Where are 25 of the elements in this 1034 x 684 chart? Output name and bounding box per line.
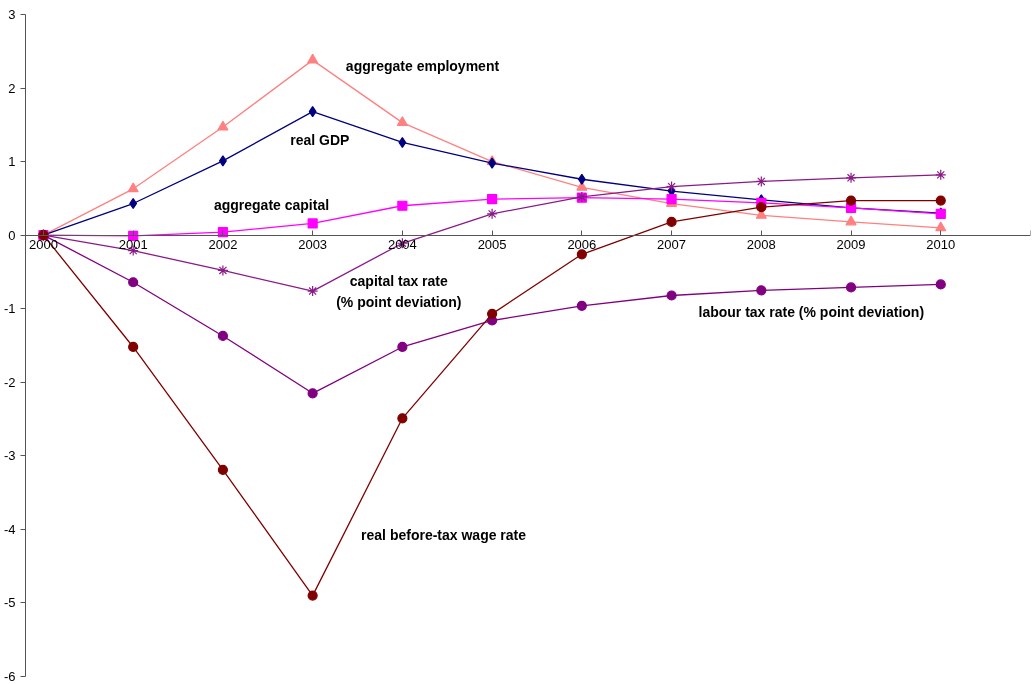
x-tick-label: 2006 xyxy=(567,237,597,253)
y-tick-label: -6 xyxy=(3,669,16,684)
y-tick-label: -2 xyxy=(3,374,16,390)
x-tick-label: 2002 xyxy=(208,237,238,253)
series-label: real before-tax wage rate xyxy=(361,526,527,543)
x-tick-label: 2010 xyxy=(926,237,956,253)
series-label: labour tax rate (% point deviation) xyxy=(698,304,925,321)
y-tick-label: -1 xyxy=(3,301,16,317)
x-tick-label: 2001 xyxy=(118,237,148,253)
y-tick-label: 0 xyxy=(8,227,16,243)
y-tick-label: 3 xyxy=(8,7,16,22)
series-label: aggregate capital xyxy=(213,197,330,214)
x-tick-label: 2007 xyxy=(657,237,687,253)
y-tick-label: -3 xyxy=(3,448,16,464)
y-tick-label: -4 xyxy=(3,521,16,537)
x-tick-label: 2008 xyxy=(746,237,776,253)
series-label: capital tax rate (% point deviation) xyxy=(336,273,462,311)
series-label: real GDP xyxy=(290,132,350,149)
x-tick-label: 2005 xyxy=(477,237,507,253)
y-tick-label: 1 xyxy=(8,154,16,170)
y-tick-label: 2 xyxy=(8,80,16,96)
series-label: aggregate employment xyxy=(345,57,500,74)
x-tick-label: 2003 xyxy=(298,237,328,253)
y-tick-label: -5 xyxy=(3,595,16,611)
x-tick-label: 2009 xyxy=(836,237,866,253)
